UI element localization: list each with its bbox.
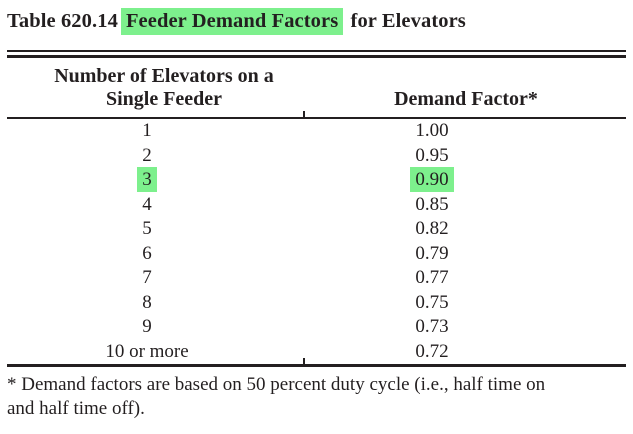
header-col-demand-factor: Demand Factor* bbox=[394, 88, 538, 110]
factor-value: 0.75 bbox=[415, 291, 449, 313]
factor-value-highlighted: 0.90 bbox=[410, 167, 454, 192]
elevators-value: 9 bbox=[142, 316, 152, 337]
factor-value: 1.00 bbox=[415, 120, 449, 141]
table-row: 1 1.00 bbox=[7, 119, 626, 144]
elevators-cell: 9 bbox=[7, 315, 287, 340]
column-divider-tick bbox=[303, 111, 305, 117]
table-row: 2 0.95 bbox=[7, 144, 626, 169]
elevators-value: 7 bbox=[142, 267, 152, 288]
table-row: 9 0.73 bbox=[7, 315, 626, 340]
table-row: 6 0.79 bbox=[7, 242, 626, 267]
elevators-value: 2 bbox=[142, 144, 152, 166]
table-title-prefix: Table 620.14 bbox=[7, 10, 118, 32]
table-row: 8 0.75 bbox=[7, 291, 626, 316]
top-double-rule bbox=[7, 50, 626, 58]
footnote-line2: and half time off). bbox=[7, 397, 145, 419]
factor-cell: 1.00 bbox=[287, 119, 577, 144]
elevators-value-highlighted: 3 bbox=[137, 167, 157, 192]
column-divider-tick bbox=[303, 358, 305, 364]
factor-cell: 0.85 bbox=[287, 193, 577, 218]
elevators-value: 10 or more bbox=[105, 340, 189, 362]
elevators-cell: 4 bbox=[7, 193, 287, 218]
factor-cell: 0.79 bbox=[287, 242, 577, 267]
elevators-cell: 10 or more bbox=[7, 340, 287, 365]
elevators-cell: 1 bbox=[7, 119, 287, 144]
factor-value: 0.72 bbox=[415, 340, 449, 362]
elevators-value: 6 bbox=[142, 242, 152, 264]
factor-value: 0.82 bbox=[415, 218, 449, 239]
elevators-value: 5 bbox=[142, 218, 152, 239]
elevators-cell: 7 bbox=[7, 266, 287, 291]
title-highlighted-phrase: Feeder Demand Factors bbox=[120, 8, 344, 35]
table-row: 4 0.85 bbox=[7, 193, 626, 218]
factor-value: 0.77 bbox=[415, 267, 449, 288]
factor-value: 0.85 bbox=[415, 193, 449, 215]
elevators-value: 1 bbox=[142, 120, 152, 141]
header-rule bbox=[7, 111, 626, 119]
elevators-cell: 2 bbox=[7, 144, 287, 169]
document-page: Table 620.14 Feeder Demand Factors for El… bbox=[7, 8, 626, 420]
elevators-cell: 3 bbox=[7, 167, 287, 193]
table-footnote: * Demand factors are based on 50 percent… bbox=[7, 373, 626, 420]
elevators-cell: 8 bbox=[7, 291, 287, 316]
factor-cell: 0.73 bbox=[287, 315, 577, 340]
table-body: 1 1.00 2 0.95 3 0.90 4 0.85 5 0.82 6 0.7… bbox=[7, 119, 626, 364]
factor-cell: 0.82 bbox=[287, 217, 577, 242]
elevators-value: 8 bbox=[142, 291, 152, 313]
factor-value: 0.95 bbox=[415, 144, 449, 166]
elevators-cell: 6 bbox=[7, 242, 287, 267]
table-row-highlighted: 3 0.90 bbox=[7, 167, 626, 193]
factor-cell: 0.90 bbox=[287, 167, 577, 193]
table-title: Table 620.14 Feeder Demand Factors for El… bbox=[7, 8, 626, 35]
factor-cell: 0.72 bbox=[287, 340, 577, 365]
table-header-row: Number of Elevators on a Single Feeder D… bbox=[7, 58, 626, 117]
header-col-elevators: Number of Elevators on a Single Feeder bbox=[7, 65, 321, 111]
footnote-line1: * Demand factors are based on 50 percent… bbox=[7, 374, 546, 395]
factor-cell: 0.77 bbox=[287, 266, 577, 291]
table-row: 5 0.82 bbox=[7, 217, 626, 242]
table-row: 7 0.77 bbox=[7, 266, 626, 291]
bottom-rule bbox=[7, 358, 626, 367]
header-col-elevators-line1: Number of Elevators on a bbox=[54, 65, 274, 87]
elevators-cell: 5 bbox=[7, 217, 287, 242]
factor-cell: 0.75 bbox=[287, 291, 577, 316]
elevators-value: 4 bbox=[142, 193, 152, 215]
factor-cell: 0.95 bbox=[287, 144, 577, 169]
header-col-elevators-line2: Single Feeder bbox=[105, 88, 223, 110]
table-title-suffix-text: for Elevators bbox=[350, 10, 466, 32]
factor-value: 0.73 bbox=[415, 316, 449, 337]
factor-value: 0.79 bbox=[415, 242, 449, 264]
table-row: 10 or more 0.72 bbox=[7, 340, 626, 365]
